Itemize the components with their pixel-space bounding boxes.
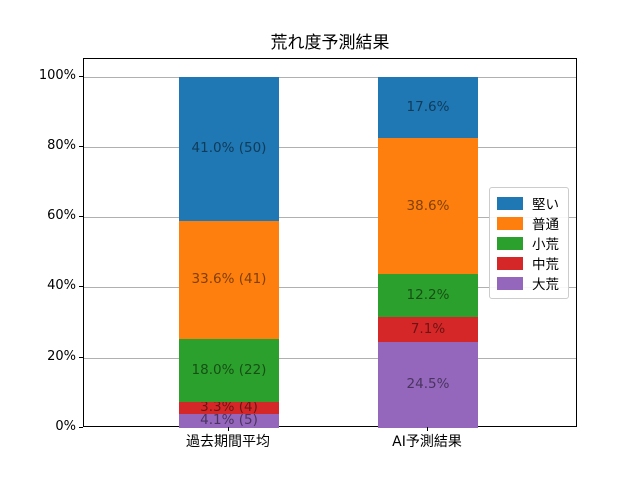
bar-segment-label: 17.6%	[406, 98, 450, 115]
legend-swatch	[497, 256, 523, 270]
y-tick-mark	[79, 145, 83, 147]
x-tick-mark	[427, 427, 428, 431]
legend-label: 普通	[532, 217, 559, 233]
bar-segment-label: 24.5%	[406, 376, 450, 393]
legend-label: 大荒	[532, 277, 559, 293]
legend-swatch	[497, 196, 523, 210]
legend-label: 堅い	[532, 197, 559, 213]
x-tick-mark	[228, 427, 229, 431]
bar-segment-label: 41.0% (50)	[191, 140, 267, 157]
legend-entry: 小荒	[497, 233, 559, 253]
grid-line	[84, 287, 576, 289]
bar-segment-label: 7.1%	[410, 320, 446, 337]
legend-swatch	[497, 236, 523, 250]
legend-entry: 中荒	[497, 253, 559, 273]
bar-segment-label: 3.3% (4)	[200, 399, 258, 416]
bar-segment-label: 38.6%	[406, 197, 450, 214]
bar-segment	[179, 76, 279, 221]
y-tick-label: 0%	[55, 419, 76, 434]
bar-segment	[378, 274, 478, 317]
y-tick-label: 100%	[38, 67, 76, 83]
legend-swatch	[497, 216, 523, 230]
bar-segment-label: 4.1% (5)	[200, 412, 258, 429]
y-tick-label: 60%	[47, 208, 76, 224]
bar-segment-label: 12.2%	[406, 287, 450, 303]
bar-segment-label: 18.0% (22)	[191, 361, 267, 378]
bar-segment	[378, 138, 478, 275]
y-tick-mark	[79, 75, 83, 77]
chart-title: 荒れ度予測結果	[270, 33, 390, 53]
legend-entry: 大荒	[497, 273, 559, 293]
legend-swatch	[497, 276, 523, 290]
legend-label: 中荒	[532, 257, 559, 273]
grid-line	[84, 146, 576, 148]
x-tick-label: AI予測結果	[392, 434, 462, 450]
bar-segment-label: 33.6% (41)	[191, 271, 267, 288]
bar-segment	[179, 413, 279, 428]
grid-line	[84, 76, 576, 78]
y-tick-mark	[79, 427, 83, 428]
legend: 堅い普通小荒中荒大荒	[489, 187, 569, 299]
bar-segment	[179, 220, 279, 339]
y-tick-mark	[79, 356, 83, 358]
y-tick-mark	[79, 286, 83, 288]
bar-segment	[378, 316, 478, 342]
y-tick-label: 40%	[47, 278, 76, 294]
x-tick-label: 過去期間平均	[186, 434, 270, 450]
bar-segment	[179, 338, 279, 402]
y-tick-label: 80%	[47, 137, 76, 153]
grid-line	[84, 357, 576, 359]
legend-entry: 堅い	[497, 193, 559, 213]
legend-entry: 普通	[497, 213, 559, 233]
bar-segment	[378, 341, 478, 428]
y-tick-mark	[79, 216, 83, 218]
legend-label: 小荒	[532, 237, 559, 253]
bar-segment	[378, 76, 478, 139]
bar-segment	[179, 401, 279, 414]
grid-line	[84, 217, 576, 219]
y-tick-label: 20%	[47, 348, 76, 364]
